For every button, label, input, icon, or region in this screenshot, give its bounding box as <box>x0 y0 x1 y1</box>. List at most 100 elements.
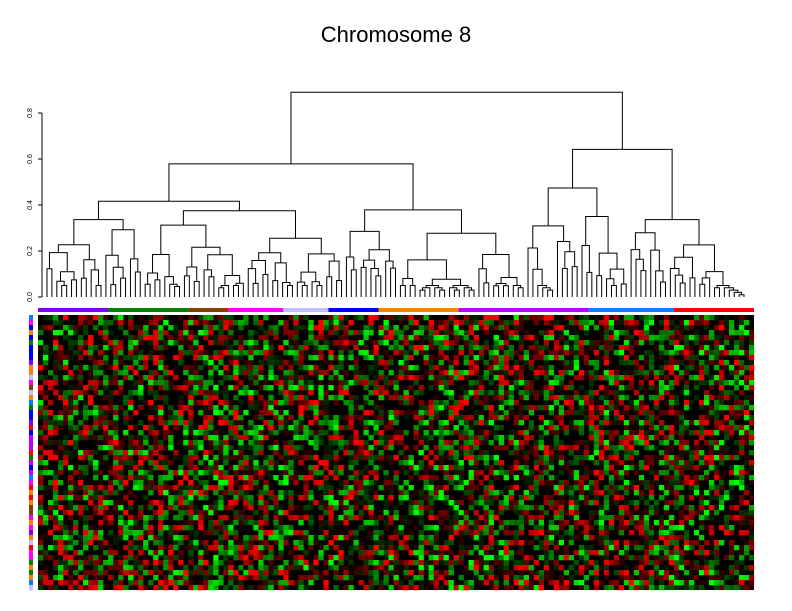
dendrogram-branch <box>252 282 259 297</box>
heatmap-cell <box>183 365 189 371</box>
heatmap-cell <box>608 540 615 546</box>
dendrogram-branch <box>655 270 664 297</box>
heatmap-cell <box>603 415 610 421</box>
heatmap-cell <box>558 355 565 361</box>
heatmap-cell <box>433 385 439 391</box>
heatmap-cell <box>493 395 499 401</box>
heatmap-cell <box>63 335 69 341</box>
heatmap-cell <box>648 485 655 491</box>
heatmap-cell <box>58 415 64 421</box>
heatmap-cell <box>743 375 750 381</box>
heatmap-cell <box>238 385 244 391</box>
heatmap-cell <box>193 485 199 491</box>
heatmap-cell <box>278 465 284 471</box>
heatmap-cell <box>378 395 384 401</box>
heatmap-cell <box>103 405 109 411</box>
heatmap-cell <box>578 405 585 411</box>
heatmap-cell <box>733 520 740 526</box>
heatmap-cell <box>603 550 610 556</box>
heatmap-cell <box>733 480 740 486</box>
heatmap-cell <box>98 535 104 541</box>
heatmap-cell <box>598 515 605 521</box>
heatmap-cell <box>708 360 715 366</box>
heatmap-cell <box>223 480 229 486</box>
heatmap-cell <box>173 340 179 346</box>
heatmap-cell <box>658 460 665 466</box>
heatmap-cell <box>398 495 404 501</box>
heatmap-cell <box>288 425 294 431</box>
heatmap-cell <box>513 400 519 406</box>
row-color-segment <box>29 335 33 341</box>
heatmap-cell <box>293 360 299 366</box>
dendrogram-branch <box>502 285 509 297</box>
heatmap-cell <box>83 455 89 461</box>
heatmap-cell <box>468 545 474 551</box>
heatmap-cell <box>593 360 600 366</box>
heatmap-cell <box>108 470 114 476</box>
heatmap-cell <box>583 450 590 456</box>
heatmap-cell <box>283 510 289 516</box>
heatmap-cell <box>703 370 710 376</box>
heatmap-cell <box>413 375 419 381</box>
dendrogram-branch <box>640 270 647 297</box>
heatmap-cell <box>703 440 710 446</box>
heatmap-cell <box>608 515 615 521</box>
heatmap-cell <box>328 380 334 386</box>
heatmap-cell <box>373 535 379 541</box>
heatmap-cell <box>508 470 514 476</box>
heatmap-cell <box>178 425 184 431</box>
heatmap-cell <box>98 505 104 511</box>
heatmap-cell <box>208 425 214 431</box>
heatmap-cell <box>218 525 224 531</box>
heatmap-cell <box>293 375 299 381</box>
heatmap-cell <box>648 520 655 526</box>
heatmap-cell <box>163 370 169 376</box>
heatmap-cell <box>543 360 550 366</box>
heatmap-cell <box>658 450 665 456</box>
heatmap-cell <box>673 350 680 356</box>
heatmap-cell <box>403 335 409 341</box>
heatmap-cell <box>738 345 745 351</box>
heatmap-cell <box>633 515 640 521</box>
dendrogram-branch <box>186 266 198 282</box>
heatmap-cell <box>103 485 109 491</box>
heatmap-cell <box>608 460 615 466</box>
heatmap-cell <box>223 315 229 321</box>
heatmap-cell <box>258 450 264 456</box>
heatmap-cell <box>258 405 264 411</box>
heatmap-cell <box>748 535 755 541</box>
heatmap-cell <box>83 485 89 491</box>
heatmap-cell <box>98 330 104 336</box>
heatmap-cell <box>108 445 114 451</box>
heatmap-cell <box>233 420 239 426</box>
heatmap-cell <box>148 515 154 521</box>
heatmap-cell <box>253 510 259 516</box>
heatmap-cell <box>563 340 570 346</box>
heatmap-cell <box>408 510 414 516</box>
heatmap-cell <box>108 345 114 351</box>
heatmap-cell <box>233 355 239 361</box>
heatmap-cell <box>323 400 329 406</box>
heatmap-cell <box>203 550 209 556</box>
dendrogram-branch <box>683 244 715 272</box>
heatmap-cell <box>213 325 219 331</box>
row-color-segment <box>29 400 33 406</box>
heatmap-cell <box>183 385 189 391</box>
heatmap-cell <box>623 520 630 526</box>
heatmap-cell <box>538 425 545 431</box>
heatmap-cell <box>708 455 715 461</box>
heatmap-cell <box>628 415 635 421</box>
heatmap-cell <box>378 330 384 336</box>
heatmap-cell <box>398 375 404 381</box>
heatmap-cell <box>308 420 314 426</box>
heatmap-cell <box>318 430 324 436</box>
row-color-segment <box>29 455 33 461</box>
heatmap-cell <box>68 490 74 496</box>
heatmap-cell <box>153 325 159 331</box>
heatmap-cell <box>673 330 680 336</box>
heatmap-cell <box>128 490 134 496</box>
heatmap-cell <box>58 545 64 551</box>
heatmap-cell <box>353 460 359 466</box>
heatmap-cell <box>423 510 429 516</box>
